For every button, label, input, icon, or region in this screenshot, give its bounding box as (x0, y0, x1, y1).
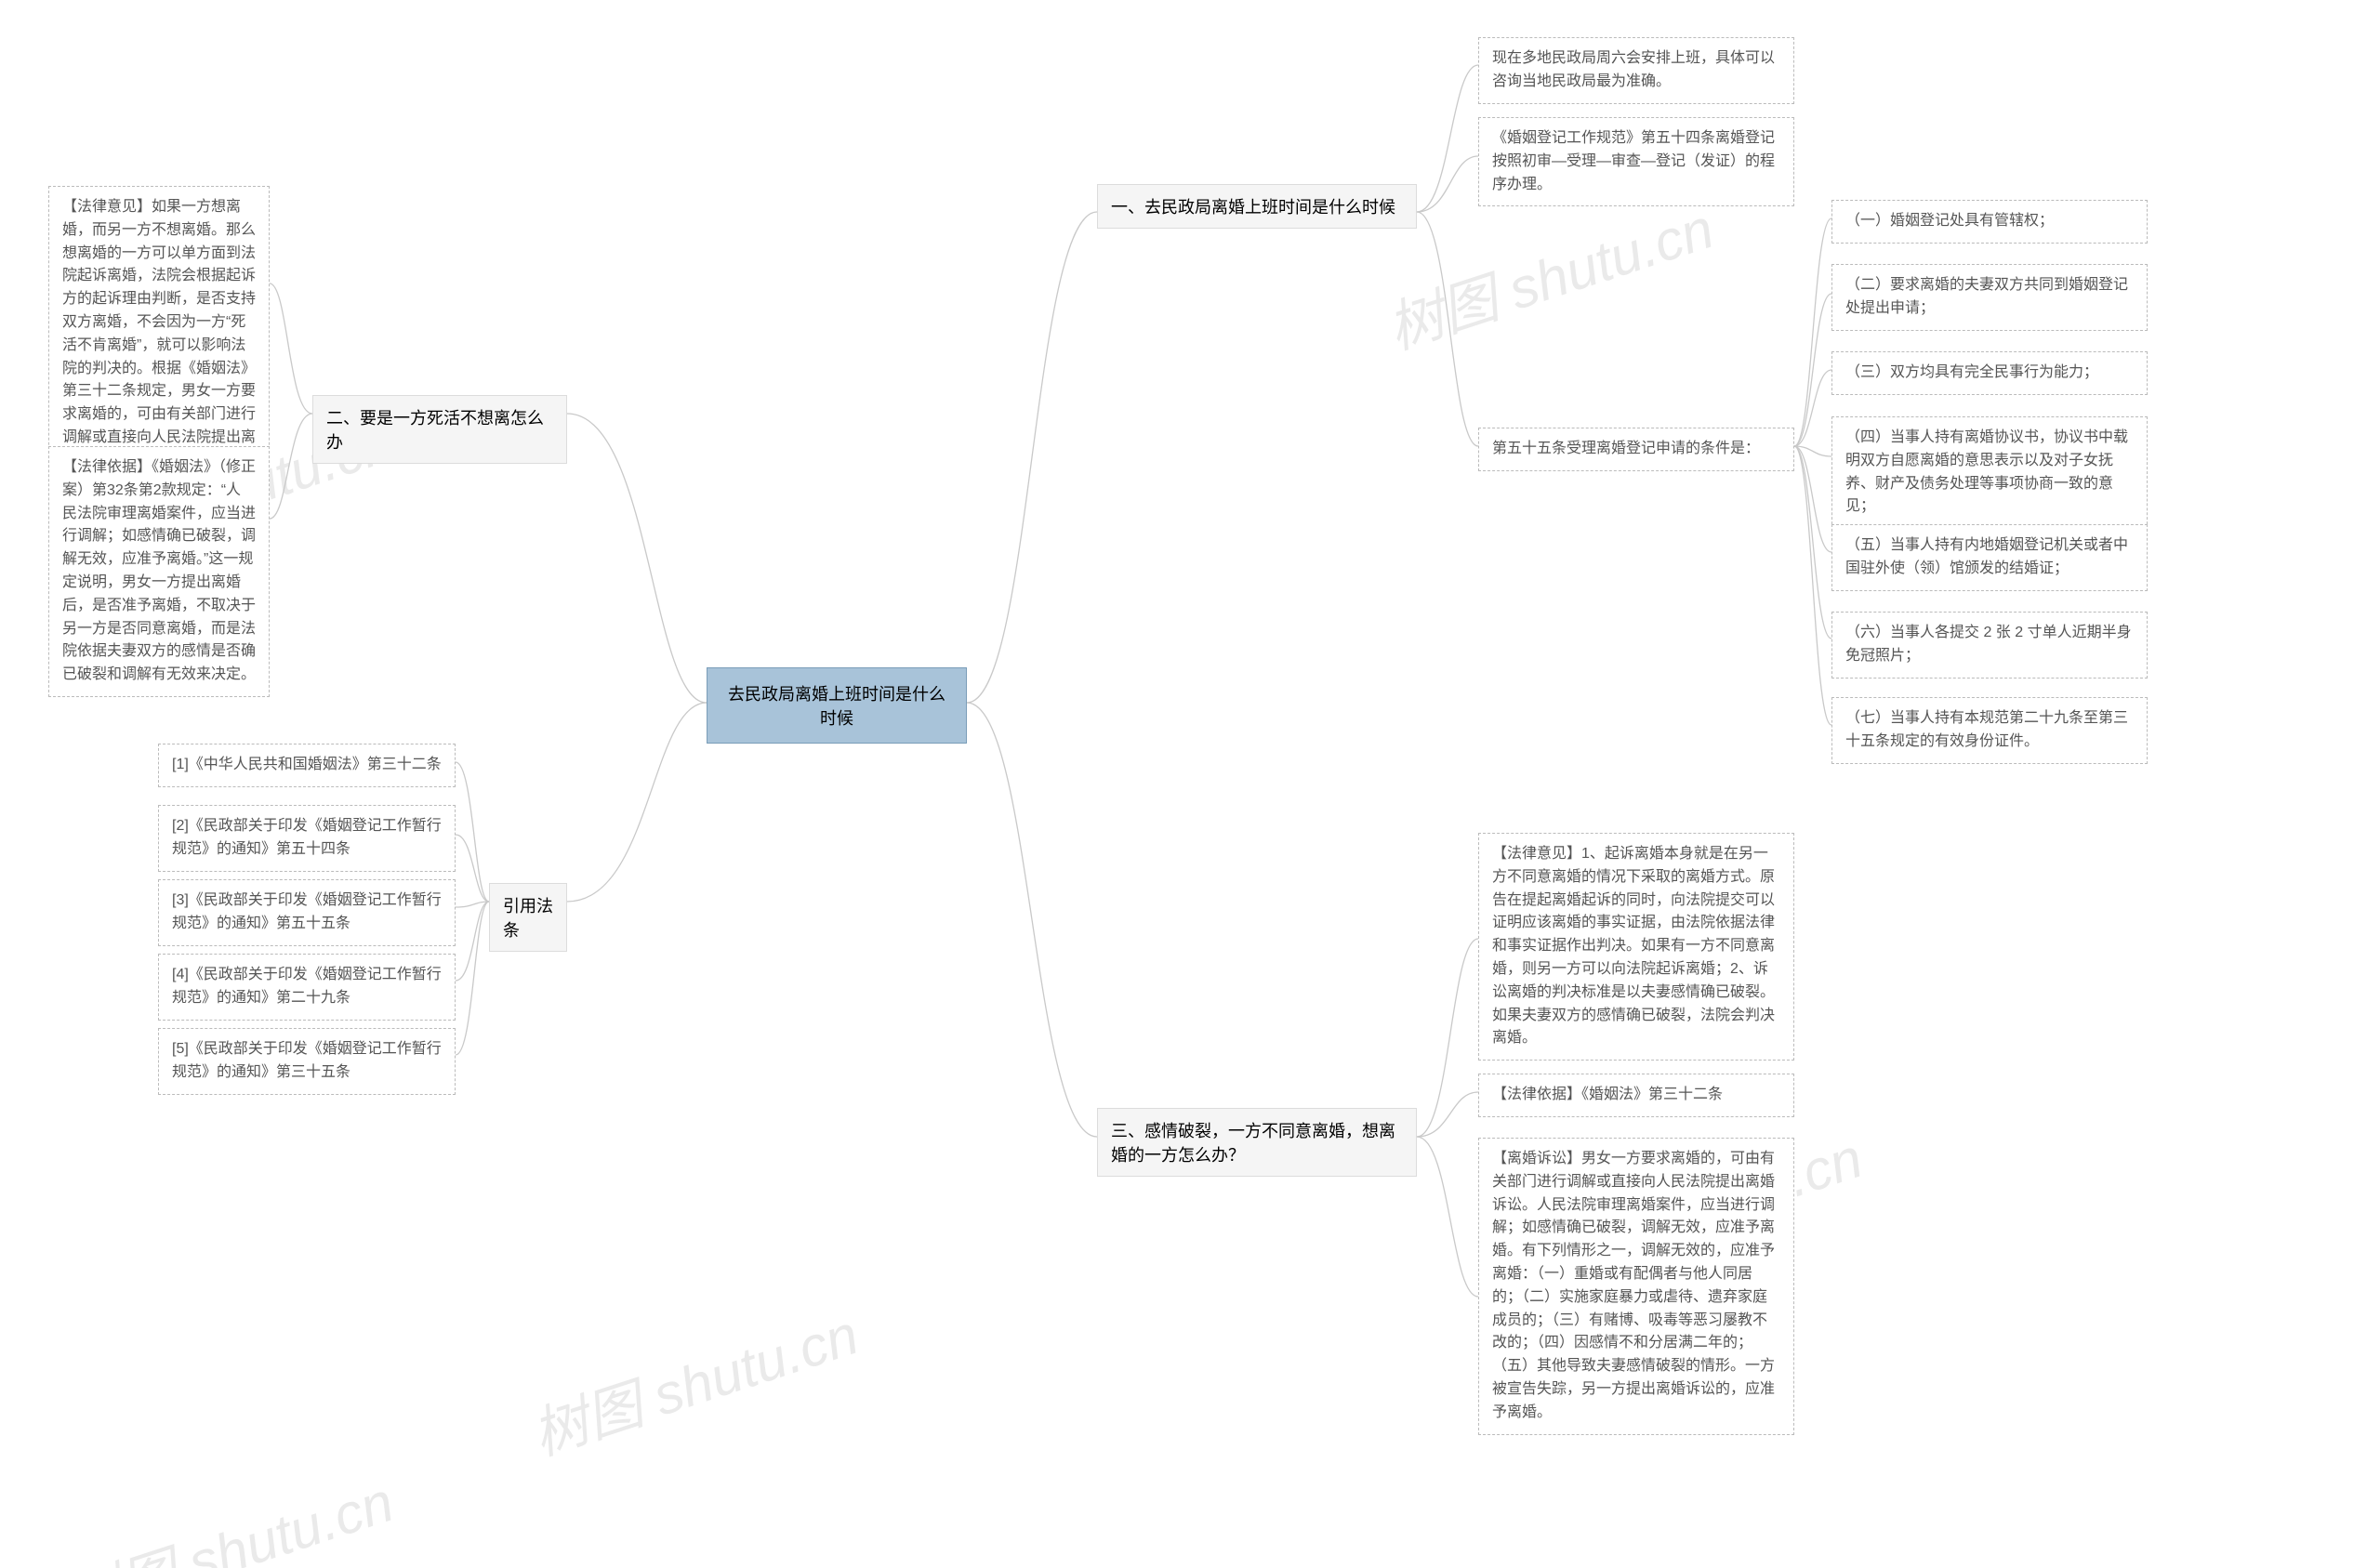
leaf: [1]《中华人民共和国婚姻法》第三十二条 (158, 744, 456, 787)
leaf: 现在多地民政局周六会安排上班，具体可以咨询当地民政局最为准确。 (1478, 37, 1794, 104)
leaf: （二）要求离婚的夫妻双方共同到婚姻登记处提出申请； (1831, 264, 2148, 331)
mindmap-canvas: 树图 shutu.cn 树图 shutu.cn 树图 shutu.cn 树图 s… (0, 0, 2380, 1568)
leaf: [5]《民政部关于印发《婚姻登记工作暂行规范》的通知》第三十五条 (158, 1028, 456, 1095)
watermark: 树图 shutu.cn (1376, 184, 1723, 365)
leaf: 【离婚诉讼】男女一方要求离婚的，可由有关部门进行调解或直接向人民法院提出离婚诉讼… (1478, 1138, 1794, 1435)
root-node: 去民政局离婚上班时间是什么时候 (707, 667, 967, 744)
leaf: （七）当事人持有本规范第二十九条至第三十五条规定的有效身份证件。 (1831, 697, 2148, 764)
leaf: 《婚姻登记工作规范》第五十四条离婚登记按照初审—受理—审查—登记（发证）的程序办… (1478, 117, 1794, 206)
leaf: [3]《民政部关于印发《婚姻登记工作暂行规范》的通知》第五十五条 (158, 879, 456, 946)
leaf: （四）当事人持有离婚协议书，协议书中载明双方自愿离婚的意思表示以及对子女抚养、财… (1831, 416, 2148, 529)
leaf: 【法律依据】《婚姻法》第三十二条 (1478, 1074, 1794, 1117)
branch-left-2: 引用法条 (489, 883, 567, 952)
leaf: [2]《民政部关于印发《婚姻登记工作暂行规范》的通知》第五十四条 (158, 805, 456, 872)
branch-left-1: 二、要是一方死活不想离怎么办 (312, 395, 567, 464)
leaf: 【法律依据】《婚姻法》（修正案）第32条第2款规定：“人民法院审理离婚案件，应当… (48, 446, 270, 697)
leaf: 【法律意见】1、起诉离婚本身就是在另一方不同意离婚的情况下采取的离婚方式。原告在… (1478, 833, 1794, 1061)
leaf: （三）双方均具有完全民事行为能力； (1831, 351, 2148, 395)
leaf: （六）当事人各提交 2 张 2 寸单人近期半身免冠照片； (1831, 612, 2148, 679)
sub-branch-right-1: 第五十五条受理离婚登记申请的条件是： (1478, 428, 1794, 471)
leaf: [4]《民政部关于印发《婚姻登记工作暂行规范》的通知》第二十九条 (158, 954, 456, 1021)
leaf: （五）当事人持有内地婚姻登记机关或者中国驻外使（领）馆颁发的结婚证； (1831, 524, 2148, 591)
watermark: 树图 shutu.cn (521, 1290, 867, 1471)
branch-right-1: 一、去民政局离婚上班时间是什么时候 (1097, 184, 1417, 229)
leaf: （一）婚姻登记处具有管辖权； (1831, 200, 2148, 244)
watermark: 树图 shutu.cn (56, 1457, 403, 1568)
branch-right-2: 三、感情破裂，一方不同意离婚，想离婚的一方怎么办？ (1097, 1108, 1417, 1177)
